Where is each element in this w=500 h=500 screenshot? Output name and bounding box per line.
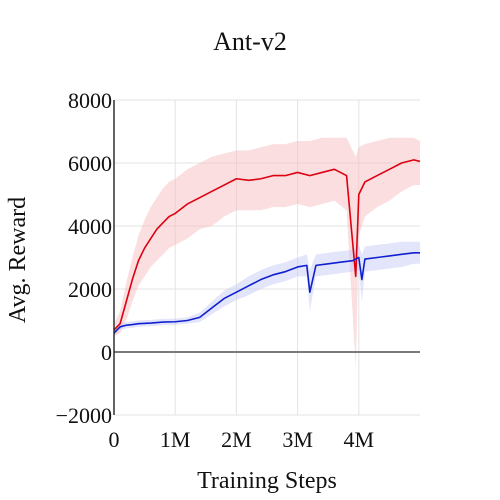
x-tick-label-4: 4M xyxy=(344,427,375,452)
y-tick-label-3: 4000 xyxy=(68,214,112,239)
chart-title: Ant-v2 xyxy=(213,27,287,56)
y-tick-label-2: 2000 xyxy=(68,277,112,302)
x-tick-label-1: 1M xyxy=(160,427,191,452)
series-0-line xyxy=(113,159,421,331)
x-tick-label-2: 2M xyxy=(221,427,252,452)
series-layer xyxy=(113,159,421,334)
x-tick-labels: 0 1M 2M 3M 4M xyxy=(109,427,375,452)
y-tick-labels: −2000 0 2000 4000 6000 8000 xyxy=(56,88,112,428)
y-tick-label-5: 8000 xyxy=(68,88,112,113)
x-axis-label: Training Steps xyxy=(197,468,337,494)
series-1-line xyxy=(113,251,420,334)
y-tick-label-4: 6000 xyxy=(68,151,112,176)
band-layer xyxy=(114,137,420,368)
y-tick-label-0: −2000 xyxy=(56,403,112,428)
x-tick-label-3: 3M xyxy=(282,427,313,452)
x-tick-label-0: 0 xyxy=(109,427,120,452)
y-axis-label: Avg. Reward xyxy=(5,197,31,323)
series-0-band xyxy=(114,137,420,368)
series-1-band xyxy=(114,241,420,337)
y-tick-label-1: 0 xyxy=(101,340,112,365)
